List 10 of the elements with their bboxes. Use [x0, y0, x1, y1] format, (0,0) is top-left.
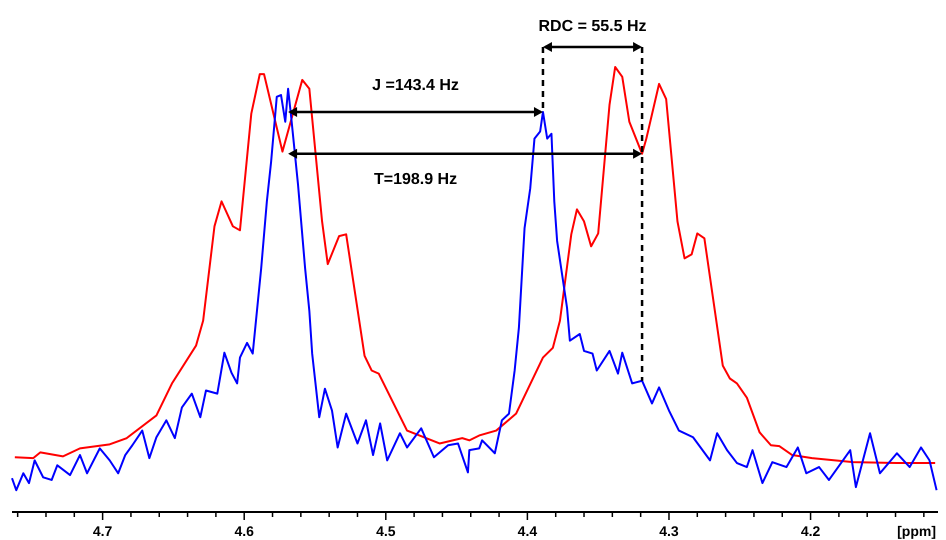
x-axis-title: [ppm]: [897, 523, 936, 539]
text: RDC = 55.5 Hz: [538, 18, 647, 35]
x-tick-label: 4.3: [659, 523, 679, 539]
x-tick-label: 4.5: [376, 523, 396, 539]
annotation: J =143.4 Hz: [372, 76, 459, 94]
x-tick-label: 4.2: [800, 523, 821, 539]
x-tick-label: 4.4: [518, 523, 538, 539]
x-tick-label: 4.6: [234, 523, 254, 539]
annotation: T=198.9 Hz: [374, 170, 458, 188]
x-tick-label: 4.7: [92, 523, 113, 539]
